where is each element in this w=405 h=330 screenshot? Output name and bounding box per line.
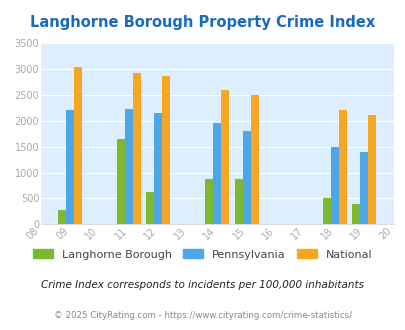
Bar	[162, 76, 170, 224]
Legend: Langhorne Borough, Pennsylvania, National: Langhorne Borough, Pennsylvania, Nationa…	[29, 245, 376, 264]
Bar	[74, 67, 82, 224]
Bar	[234, 179, 242, 224]
Bar	[146, 192, 154, 224]
Bar	[322, 198, 330, 224]
Bar	[330, 147, 338, 224]
Text: Langhorne Borough Property Crime Index: Langhorne Borough Property Crime Index	[30, 15, 375, 30]
Bar	[360, 152, 367, 224]
Bar	[221, 89, 228, 224]
Bar	[66, 110, 74, 224]
Bar	[213, 123, 221, 224]
Bar	[58, 211, 66, 224]
Bar	[242, 131, 250, 224]
Bar	[117, 139, 125, 224]
Bar	[338, 110, 346, 224]
Bar	[154, 113, 162, 224]
Bar	[367, 115, 375, 224]
Bar	[250, 95, 258, 224]
Bar	[205, 179, 213, 224]
Bar	[352, 204, 360, 224]
Bar	[125, 109, 132, 224]
Bar	[132, 73, 141, 224]
Text: Crime Index corresponds to incidents per 100,000 inhabitants: Crime Index corresponds to incidents per…	[41, 280, 364, 290]
Text: © 2025 CityRating.com - https://www.cityrating.com/crime-statistics/: © 2025 CityRating.com - https://www.city…	[54, 311, 351, 320]
